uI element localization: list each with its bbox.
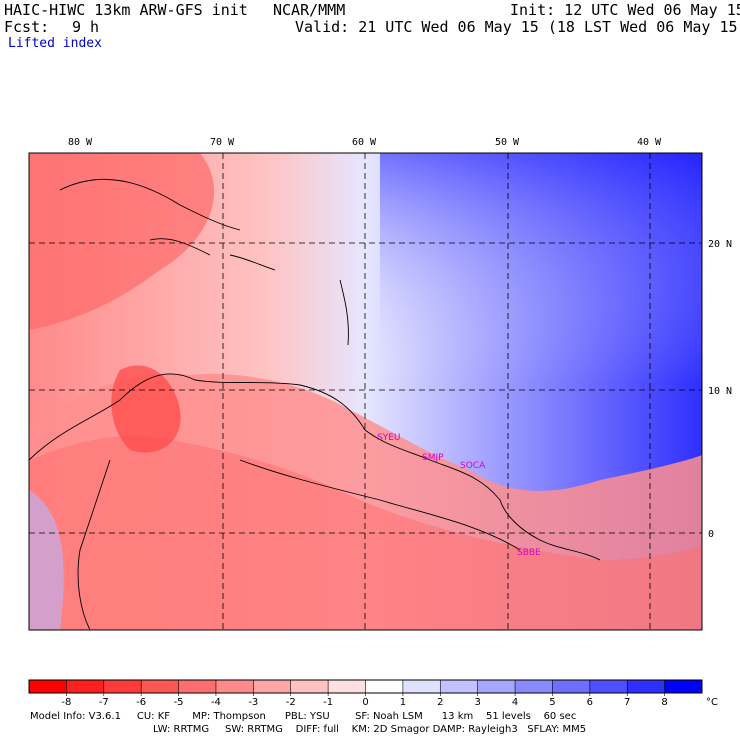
model-info-line1: Model Info: V3.6.1 CU: KF MP: Thompson P… bbox=[30, 711, 577, 722]
lon-label-60w: 60 W bbox=[352, 137, 377, 148]
colorbar-tick-label: 5 bbox=[549, 697, 555, 708]
colorbar-swatch bbox=[627, 680, 666, 693]
colorbar-swatch bbox=[552, 680, 591, 693]
lat-label-0: 0 bbox=[708, 529, 714, 540]
lat-label-20n: 20 N bbox=[708, 239, 732, 250]
station-soca: SOCA bbox=[460, 461, 486, 471]
lat-label-10n: 10 N bbox=[708, 386, 732, 397]
colorbar-tick-label: 1 bbox=[400, 697, 406, 708]
colorbar-swatch bbox=[402, 680, 441, 693]
caribbean-unstable-region bbox=[29, 153, 215, 330]
colorbar-swatch bbox=[290, 680, 329, 693]
station-syeu: SYEU bbox=[377, 433, 400, 443]
map-panel: 80 W 70 W 60 W 50 W 40 W 20 N 10 N 0 SYE… bbox=[0, 130, 740, 640]
colorbar-tick-label: 8 bbox=[661, 697, 667, 708]
colorbar-tick-label: 6 bbox=[587, 697, 593, 708]
colorbar-tick-label: -1 bbox=[323, 697, 333, 708]
colorbar-swatch bbox=[141, 680, 180, 693]
colorbar-swatch bbox=[215, 680, 254, 693]
lon-label-40w: 40 W bbox=[637, 137, 662, 148]
colorbar-tick-label: -8 bbox=[61, 697, 71, 708]
organization-label: NCAR/MMM bbox=[273, 1, 346, 19]
colorbar-swatch bbox=[365, 680, 404, 693]
colorbar-swatch bbox=[589, 680, 628, 693]
amazon-unstable-region bbox=[29, 436, 702, 630]
colorbar-tick-label: 0 bbox=[362, 697, 368, 708]
colorbar: -8 -7 -6 -5 -4 -3 -2 -1 0 1 2 3 4 5 6 7 8 °C bbox=[28, 679, 718, 708]
colorbar-tick-label: 4 bbox=[512, 697, 518, 708]
colorbar-swatch bbox=[103, 680, 142, 693]
colorbar-tick-label: 2 bbox=[437, 697, 443, 708]
pacific-stable-region bbox=[29, 490, 64, 630]
colorbar-tick-label: -4 bbox=[211, 697, 221, 708]
colorbar-tick-label: 7 bbox=[624, 697, 630, 708]
colorbar-swatch bbox=[29, 680, 67, 693]
colorbar-swatch bbox=[178, 680, 217, 693]
stable-air-region bbox=[380, 153, 702, 383]
field-name: Lifted index bbox=[8, 36, 102, 51]
init-time: Init: 12 UTC Wed 06 May 15 bbox=[510, 1, 740, 19]
coastlines bbox=[29, 178, 601, 630]
colorbar-swatch bbox=[440, 680, 479, 693]
station-sbbe: SBBE bbox=[517, 548, 541, 558]
colorbar-swatch bbox=[477, 680, 516, 693]
graticule bbox=[29, 153, 702, 630]
colorbar-swatch bbox=[66, 680, 105, 693]
map-frame bbox=[28, 152, 703, 631]
colorbar-tick-label: -6 bbox=[136, 697, 146, 708]
forecast-label: Fcst: bbox=[4, 18, 50, 36]
lon-label-50w: 50 W bbox=[495, 137, 520, 148]
lon-label-80w: 80 W bbox=[68, 137, 93, 148]
colombia-unstable-core bbox=[111, 365, 181, 453]
station-smjp: SMJP bbox=[422, 453, 444, 463]
colorbar-tick-label: -3 bbox=[248, 697, 258, 708]
colorbar-tick-label: 3 bbox=[474, 697, 480, 708]
valid-time: Valid: 21 UTC Wed 06 May 15 (18 LST Wed … bbox=[295, 18, 740, 36]
colorbar-swatch bbox=[328, 680, 366, 693]
colorbar-tick-label: -7 bbox=[99, 697, 109, 708]
colorbar-swatch bbox=[253, 680, 292, 693]
lifted-index-map: 80 W 70 W 60 W 50 W 40 W 20 N 10 N 0 SYE… bbox=[28, 137, 732, 631]
forecast-hour: 9 h bbox=[72, 18, 100, 36]
colorbar-unit: °C bbox=[706, 697, 718, 708]
lon-label-70w: 70 W bbox=[210, 137, 235, 148]
colorbar-tick-label: -5 bbox=[174, 697, 184, 708]
colorbar-swatch bbox=[664, 680, 703, 693]
colorbar-tick-label: -2 bbox=[286, 697, 296, 708]
colorbar-swatch bbox=[515, 680, 553, 693]
model-title: HAIC-HIWC 13km ARW-GFS init bbox=[4, 1, 248, 19]
model-info-line2: LW: RRTMG SW: RRTMG DIFF: full KM: 2D Sm… bbox=[153, 724, 587, 735]
